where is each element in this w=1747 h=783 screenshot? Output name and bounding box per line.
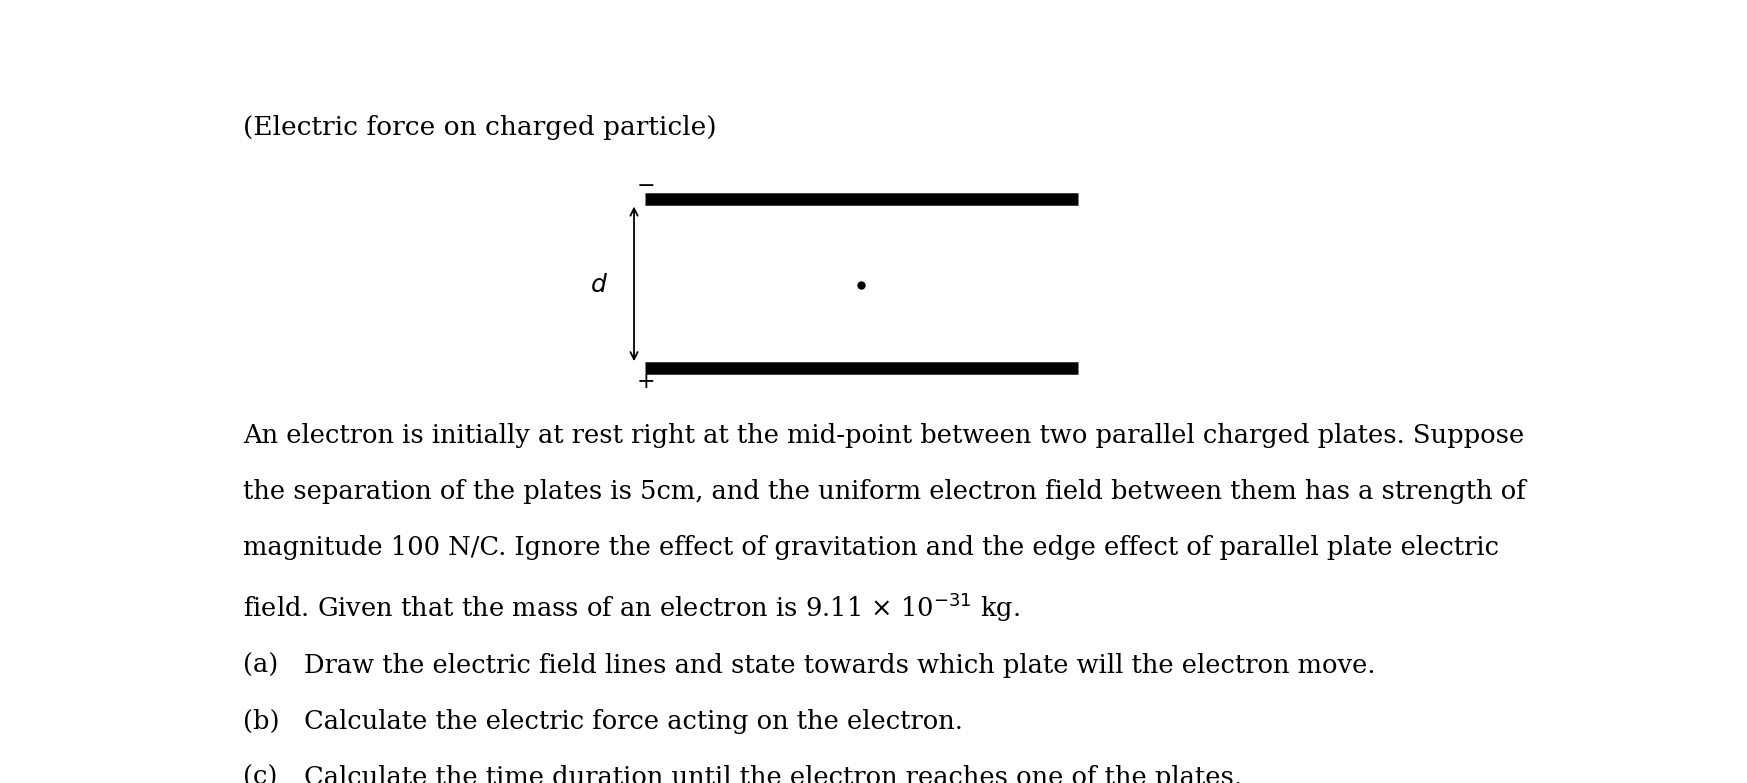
Text: (c): (c) (243, 765, 278, 783)
Text: (a): (a) (243, 653, 278, 678)
Text: Draw the electric field lines and state towards which plate will the electron mo: Draw the electric field lines and state … (304, 653, 1375, 678)
Text: An electron is initially at rest right at the mid-point between two parallel cha: An electron is initially at rest right a… (243, 423, 1523, 448)
Text: field. Given that the mass of an electron is 9.11 × 10$^{-31}$ kg.: field. Given that the mass of an electro… (243, 590, 1020, 624)
Text: Calculate the time duration until the electron reaches one of the plates.: Calculate the time duration until the el… (304, 765, 1242, 783)
Text: Calculate the electric force acting on the electron.: Calculate the electric force acting on t… (304, 709, 963, 734)
Text: magnitude 100 N/C. Ignore the effect of gravitation and the edge effect of paral: magnitude 100 N/C. Ignore the effect of … (243, 535, 1499, 560)
Text: (b): (b) (243, 709, 280, 734)
Text: the separation of the plates is 5cm, and the uniform electron field between them: the separation of the plates is 5cm, and… (243, 478, 1525, 503)
Text: (Electric force on charged particle): (Electric force on charged particle) (243, 115, 716, 140)
Text: +: + (636, 370, 655, 392)
Text: $d$: $d$ (590, 273, 608, 297)
Text: −: − (636, 175, 655, 197)
